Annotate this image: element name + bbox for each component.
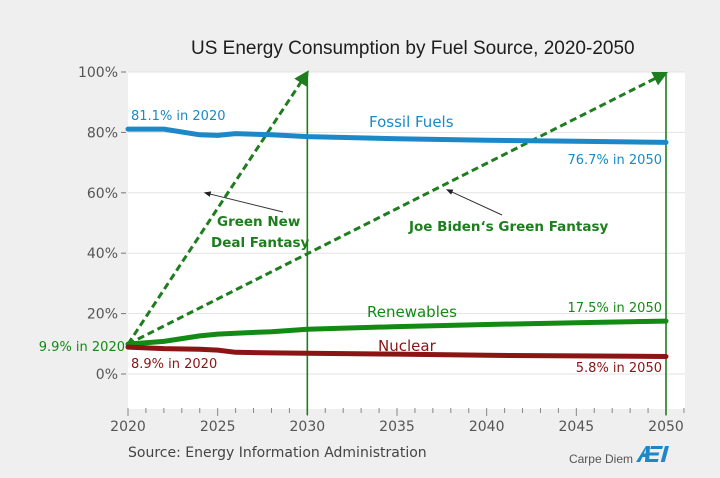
y-tick-label: 0% xyxy=(96,367,118,383)
y-tick-label: 80% xyxy=(87,125,118,141)
data-labels: 81.1% in 2020 76.7% in 2050 Fossil Fuels 9.… xyxy=(39,109,662,376)
annotation-biden: Joe Biden‘s Green Fantasy xyxy=(408,219,608,235)
series-line-nuclear xyxy=(125,344,669,359)
y-tick-label: 100% xyxy=(78,65,118,81)
annotation-arrow-gnd xyxy=(203,191,284,213)
x-tick-label: 2030 xyxy=(290,419,326,435)
chart-title: US Energy Consumption by Fuel Source, 20… xyxy=(191,38,635,59)
nuclear-start-label: 8.9% in 2020 xyxy=(131,357,217,372)
brand: Carpe Diem xyxy=(569,446,669,466)
y-tick-label: 20% xyxy=(87,307,118,323)
series-line-renewables xyxy=(125,318,669,347)
axes: 0% 20% 40% 60% 80% 100% 2020 2025 2030 2035 2040 20… xyxy=(78,65,685,435)
renewables-start-label: 9.9% in 2020 xyxy=(39,340,125,355)
series-line-fossil-fuels xyxy=(125,126,669,145)
x-tick-label: 2040 xyxy=(469,419,505,435)
brand-text: Carpe Diem xyxy=(569,452,633,466)
x-tick-label: 2020 xyxy=(110,419,146,435)
x-tick-label: 2025 xyxy=(200,419,236,435)
renewables-end-label: 17.5% in 2050 xyxy=(568,301,663,316)
x-tick-label: 2035 xyxy=(379,419,415,435)
y-tick-label: 60% xyxy=(87,186,118,202)
annotation-arrow-biden xyxy=(445,189,503,216)
y-tick-label: 40% xyxy=(87,246,118,262)
x-tick-label: 2050 xyxy=(648,419,684,435)
annotations: Green New Deal Fantasy Joe Biden‘s Green F… xyxy=(203,189,608,251)
source-note: Source: Energy Information Administratio… xyxy=(128,445,427,461)
fossil-start-label: 81.1% in 2020 xyxy=(131,109,226,124)
fossil-end-label: 76.7% in 2050 xyxy=(568,153,663,168)
nuclear-series-name: Nuclear xyxy=(378,337,437,355)
fossil-series-name: Fossil Fuels xyxy=(369,113,454,131)
projection-arrow-2 xyxy=(127,71,669,346)
renewables-series-name: Renewables xyxy=(367,303,457,321)
x-tick-label: 2045 xyxy=(559,419,595,435)
aei-logo-icon xyxy=(636,446,669,462)
projection-arrows xyxy=(126,70,669,346)
projection-arrow-1 xyxy=(126,70,309,345)
series-lines xyxy=(125,126,669,359)
nuclear-end-label: 5.8% in 2050 xyxy=(576,361,662,376)
annotation-gnd-line1: Green New xyxy=(217,214,300,230)
annotation-gnd-line2: Deal Fantasy xyxy=(211,235,310,251)
grid xyxy=(128,71,685,375)
